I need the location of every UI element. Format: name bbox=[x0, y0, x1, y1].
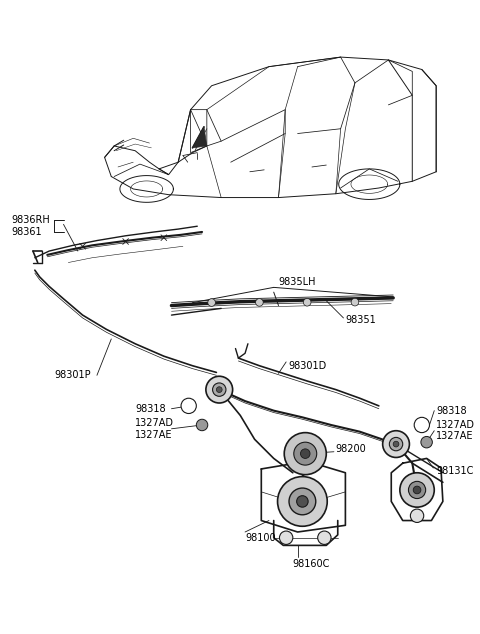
Text: 98301D: 98301D bbox=[288, 361, 326, 371]
Circle shape bbox=[216, 387, 222, 392]
Circle shape bbox=[389, 437, 403, 451]
Circle shape bbox=[279, 531, 293, 545]
Text: 98200: 98200 bbox=[336, 444, 367, 454]
Text: 98160C: 98160C bbox=[293, 559, 330, 569]
Circle shape bbox=[393, 441, 399, 447]
Circle shape bbox=[297, 496, 308, 507]
Circle shape bbox=[277, 477, 327, 526]
Circle shape bbox=[294, 442, 317, 465]
Text: 98318: 98318 bbox=[135, 404, 166, 414]
Circle shape bbox=[414, 417, 430, 432]
Circle shape bbox=[206, 376, 233, 403]
Text: 98318: 98318 bbox=[436, 406, 467, 416]
Text: 9835LH: 9835LH bbox=[278, 276, 316, 287]
Circle shape bbox=[300, 449, 310, 458]
Circle shape bbox=[318, 531, 331, 545]
Circle shape bbox=[181, 398, 196, 413]
Text: 98131C: 98131C bbox=[436, 466, 474, 476]
Text: 98361: 98361 bbox=[11, 227, 42, 237]
Circle shape bbox=[255, 299, 263, 306]
Text: 1327AD: 1327AD bbox=[436, 420, 475, 430]
Circle shape bbox=[284, 432, 326, 475]
Circle shape bbox=[213, 383, 226, 396]
Circle shape bbox=[303, 299, 311, 306]
Text: 98301P: 98301P bbox=[54, 370, 91, 380]
Circle shape bbox=[351, 298, 359, 306]
Circle shape bbox=[289, 488, 316, 515]
Text: 1327AE: 1327AE bbox=[135, 429, 173, 439]
Circle shape bbox=[383, 430, 409, 458]
Circle shape bbox=[408, 481, 426, 498]
Circle shape bbox=[421, 436, 432, 448]
Text: 1327AE: 1327AE bbox=[436, 432, 474, 441]
Circle shape bbox=[410, 509, 424, 522]
Text: 98100: 98100 bbox=[245, 533, 276, 543]
Circle shape bbox=[208, 299, 216, 306]
Polygon shape bbox=[192, 127, 207, 148]
Text: 98351: 98351 bbox=[346, 315, 376, 325]
Text: 1327AD: 1327AD bbox=[135, 418, 174, 428]
Circle shape bbox=[413, 486, 421, 494]
Circle shape bbox=[196, 419, 208, 430]
Text: 9836RH: 9836RH bbox=[11, 214, 50, 224]
Circle shape bbox=[400, 473, 434, 507]
